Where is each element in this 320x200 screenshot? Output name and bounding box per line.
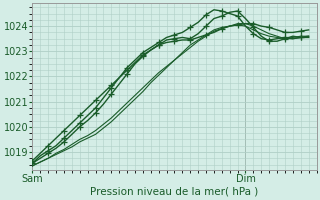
X-axis label: Pression niveau de la mer( hPa ): Pression niveau de la mer( hPa ) (90, 187, 259, 197)
